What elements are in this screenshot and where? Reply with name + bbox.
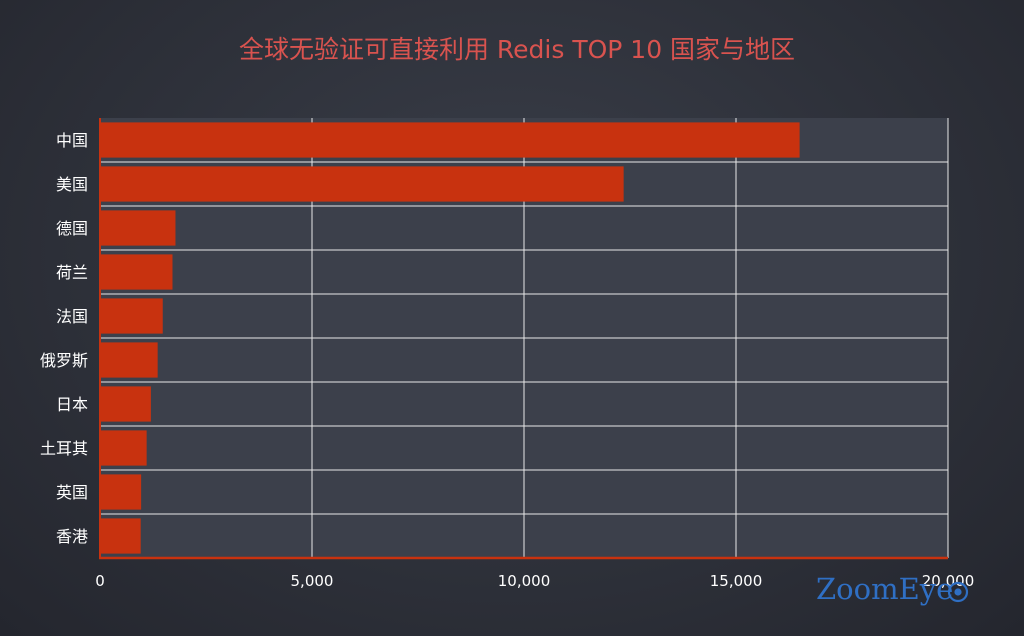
category-label: 德国: [56, 219, 88, 238]
bar: [100, 298, 163, 334]
x-tick-label: 0: [95, 572, 105, 590]
bar: [100, 386, 151, 422]
category-label: 土耳其: [40, 439, 88, 458]
category-label: 英国: [56, 483, 88, 502]
category-label: 荷兰: [56, 263, 88, 282]
bar: [100, 474, 142, 510]
watermark-logo: ZoomEye: [816, 572, 969, 606]
category-label: 美国: [56, 175, 88, 194]
bar: [100, 210, 176, 246]
category-label: 法国: [56, 307, 88, 326]
x-tick-label: 10,000: [498, 572, 551, 590]
x-tick-label: 5,000: [291, 572, 334, 590]
category-label: 香港: [56, 527, 88, 546]
x-tick-label: 20,000: [922, 572, 975, 590]
category-label: 日本: [56, 395, 88, 414]
bar: [100, 254, 173, 290]
category-label: 中国: [56, 131, 88, 150]
eye-icon: [947, 581, 969, 603]
chart-title: 全球无验证可直接利用 Redis TOP 10 国家与地区: [239, 35, 795, 64]
bars: [100, 122, 800, 554]
bar: [100, 122, 800, 158]
watermark-text: ZoomEye: [816, 572, 953, 606]
x-tick-label: 15,000: [710, 572, 763, 590]
bar: [100, 342, 158, 378]
x-tick-labels: 0 5,000 10,000 15,000 20,000: [95, 572, 974, 590]
bar: [100, 166, 624, 202]
category-label: 俄罗斯: [40, 351, 88, 370]
bar: [100, 430, 147, 466]
bar: [100, 518, 141, 554]
